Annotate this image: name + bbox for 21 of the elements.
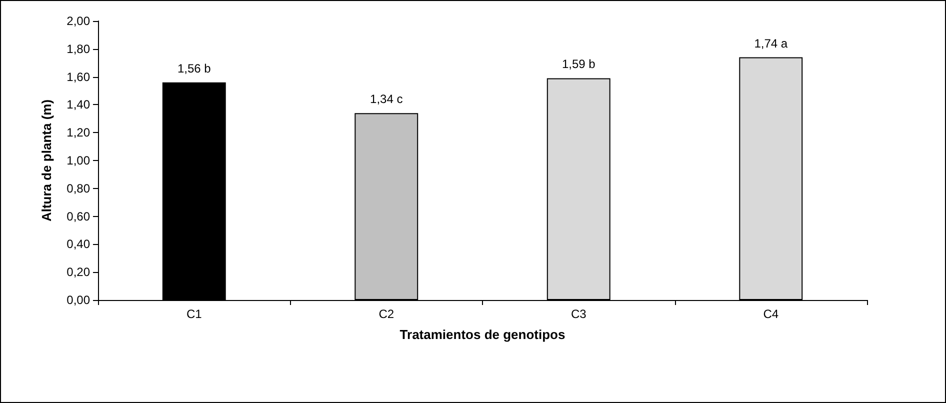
y-tick-label: 0,80 <box>66 181 90 196</box>
y-tick-label: 0,40 <box>66 237 90 252</box>
x-tick-label: C2 <box>378 307 394 321</box>
y-tick-label: 1,20 <box>66 126 90 140</box>
x-axis-title: Tratamientos de genotipos <box>400 327 566 342</box>
y-tick-label: 1,60 <box>66 70 90 84</box>
data-label: 1,59 b <box>562 57 596 72</box>
y-tick-label: 1,80 <box>66 42 90 56</box>
data-label: 1,34 c <box>370 92 403 106</box>
x-tick-label: C3 <box>570 307 587 321</box>
y-tick-label: 0,00 <box>66 293 90 307</box>
y-axis-title: Altura de planta (m) <box>39 99 54 222</box>
y-tick-label: 2,00 <box>66 14 90 28</box>
y-tick-label: 1,00 <box>66 154 90 168</box>
y-tick-label: 1,40 <box>66 98 90 112</box>
y-tick-label: 0,60 <box>66 209 90 224</box>
data-label: 1,74 a <box>754 36 788 50</box>
x-tick-label: C1 <box>186 307 202 321</box>
x-tick-label: C4 <box>763 307 779 321</box>
data-label: 1,56 b <box>177 61 212 76</box>
y-tick-label: 0,20 <box>66 265 90 280</box>
